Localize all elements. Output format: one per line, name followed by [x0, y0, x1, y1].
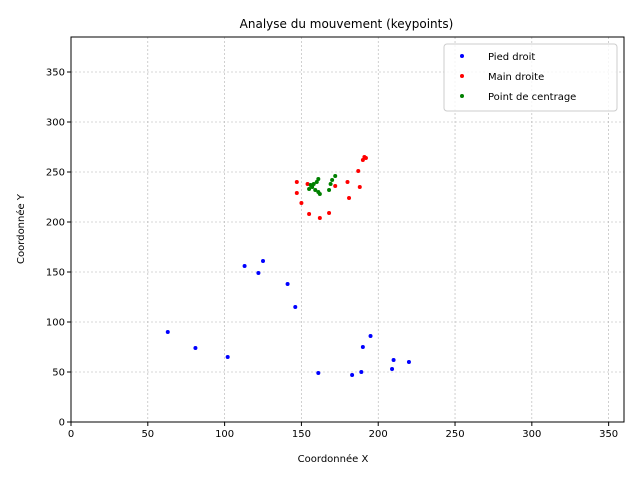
plot-frame — [70, 36, 625, 423]
series-3 — [307, 174, 338, 196]
y-tick-label: 0 — [59, 418, 65, 429]
data-point — [363, 156, 368, 160]
data-point — [307, 212, 312, 216]
data-point — [242, 264, 247, 268]
y-tick-label: 300 — [46, 118, 65, 129]
series-1 — [165, 259, 411, 377]
data-point — [307, 187, 312, 191]
x-tick-label: 50 — [141, 429, 154, 440]
legend-marker — [460, 94, 464, 98]
data-point — [350, 373, 355, 377]
data-point — [368, 334, 373, 338]
y-axis-ticks: 0 50 100 150 200 250 300 350 — [46, 68, 71, 429]
data-point — [359, 370, 364, 374]
data-point — [299, 201, 304, 205]
data-point — [345, 180, 350, 184]
y-tick-label: 100 — [46, 318, 65, 329]
y-tick-label: 200 — [46, 218, 65, 229]
data-point — [294, 191, 299, 195]
data-point — [313, 188, 318, 192]
x-tick-label: 0 — [68, 429, 74, 440]
data-point — [391, 358, 396, 362]
data-point — [256, 271, 261, 275]
data-point — [333, 184, 338, 188]
data-point — [327, 211, 332, 215]
data-point — [316, 177, 321, 181]
x-tick-label: 300 — [522, 429, 541, 440]
data-point — [225, 355, 230, 359]
y-tick-label: 250 — [46, 168, 65, 179]
data-point — [293, 305, 298, 309]
x-axis-label: Coordonnée X — [298, 453, 369, 465]
data-point — [310, 185, 315, 189]
x-tick-label: 200 — [369, 429, 388, 440]
series-2 — [294, 155, 368, 220]
legend-marker — [460, 54, 464, 58]
data-point — [261, 259, 266, 263]
chart-title: Analyse du mouvement (keypoints) — [240, 17, 454, 31]
data-point — [330, 178, 335, 182]
data-point — [165, 330, 170, 334]
data-point — [317, 216, 322, 220]
y-tick-label: 350 — [46, 68, 65, 79]
data-point — [357, 185, 362, 189]
y-axis-label: Coordonnée Y — [15, 193, 27, 264]
data-points — [165, 155, 411, 377]
x-tick-label: 250 — [445, 429, 464, 440]
data-point — [193, 346, 198, 350]
x-tick-label: 100 — [215, 429, 234, 440]
x-axis-ticks: 0 50 100 150 200 250 300 350 — [68, 422, 618, 440]
data-point — [294, 180, 299, 184]
data-point — [316, 371, 321, 375]
data-point — [360, 345, 365, 349]
legend-box — [443, 43, 618, 112]
data-point — [327, 188, 332, 192]
x-tick-label: 350 — [599, 429, 618, 440]
data-point — [328, 182, 333, 186]
data-point — [347, 196, 352, 200]
legend-marker — [460, 74, 464, 78]
data-point — [333, 174, 338, 178]
data-point — [314, 180, 319, 184]
data-point — [356, 169, 361, 173]
data-point — [305, 182, 310, 186]
x-tick-label: 150 — [292, 429, 311, 440]
data-point — [406, 360, 411, 364]
data-point — [360, 158, 365, 162]
data-point — [285, 282, 290, 286]
legend-label: Pied droit — [488, 52, 535, 63]
legend-label: Point de centrage — [488, 92, 576, 103]
legend-label: Main droite — [488, 72, 544, 83]
data-point — [317, 192, 322, 196]
legend: Pied droit Main droite Point de centrage — [443, 43, 618, 112]
y-tick-label: 150 — [46, 268, 65, 279]
y-tick-label: 50 — [52, 368, 65, 379]
data-point — [311, 182, 316, 186]
data-point — [390, 367, 395, 371]
